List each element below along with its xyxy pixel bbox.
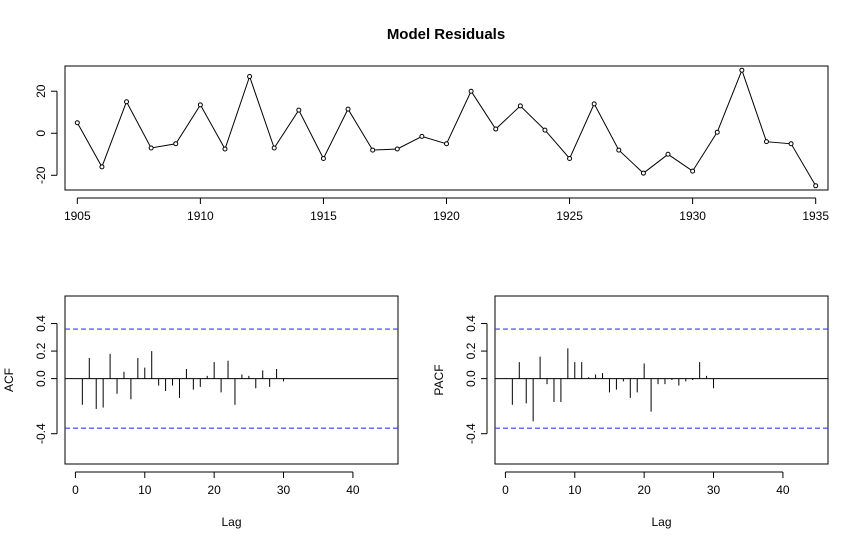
residuals-x-tick-label: 1910 <box>187 209 214 223</box>
pacf-y-axis-title: PACF <box>432 364 446 395</box>
acf-y-tick-label: 0.2 <box>34 342 48 359</box>
residuals-y-tick-label: -20 <box>34 166 48 184</box>
acf-plot: 0 10 20 30 40 -0.4 0.0 0.2 0.4 Lag ACF <box>2 295 399 529</box>
pacf-x-axis-title: Lag <box>651 515 671 529</box>
acf-x-tick-label: 40 <box>346 483 360 497</box>
residuals-y-tick-label: 0 <box>34 130 48 137</box>
residuals-point <box>148 145 154 151</box>
residuals-point <box>763 139 769 145</box>
pacf-y-tick-label: -0.4 <box>464 423 478 444</box>
residuals-frame <box>64 65 829 191</box>
residuals-point <box>665 151 671 157</box>
residuals-point <box>394 146 400 152</box>
acf-y-axis-title: ACF <box>2 368 16 392</box>
residuals-point <box>271 145 277 151</box>
acf-frame <box>64 295 399 465</box>
residuals-point <box>591 101 597 107</box>
residuals-point <box>493 126 499 132</box>
residuals-point <box>247 74 253 80</box>
residuals-point <box>444 141 449 147</box>
residuals-x-tick-label: 1925 <box>556 209 583 223</box>
residuals-x-tick-label: 1930 <box>679 209 706 223</box>
residuals-point <box>616 147 622 153</box>
residuals-point <box>320 155 326 161</box>
residuals-point <box>813 183 819 189</box>
acf-y-tick-label: 0.0 <box>34 370 48 387</box>
residuals-point <box>222 146 228 152</box>
pacf-x-tick-label: 40 <box>776 483 790 497</box>
residuals-point <box>99 164 105 170</box>
acf-x-axis-title: Lag <box>221 515 241 529</box>
residuals-x-tick-label: 1905 <box>64 209 91 223</box>
residuals-point <box>74 120 80 126</box>
acf-y-tick-label: 0.4 <box>34 315 48 332</box>
residuals-x-tick-label: 1915 <box>310 209 337 223</box>
pacf-x-tick-label: 10 <box>568 483 582 497</box>
residuals-point <box>419 133 425 139</box>
pacf-y-tick-label: 0.2 <box>464 342 478 359</box>
residuals-y-tick-label: 20 <box>34 84 48 98</box>
pacf-x-tick-label: 0 <box>502 483 509 497</box>
residuals-point <box>788 141 794 147</box>
residuals-point <box>370 147 376 153</box>
residuals-x-tick-label: 1920 <box>433 209 460 223</box>
residuals-point <box>517 103 523 109</box>
pacf-y-tick-label: 0.0 <box>464 370 478 387</box>
residuals-point <box>714 129 720 135</box>
pacf-x-tick-label: 20 <box>637 483 651 497</box>
pacf-plot: 0 10 20 30 40 -0.4 0.0 0.2 0.4 Lag PACF <box>432 295 829 529</box>
residuals-plot: 1905 1910 1915 1920 1925 1930 1935 -20 0 20 <box>34 65 829 223</box>
acf-x-tick-label: 20 <box>207 483 221 497</box>
residuals-point <box>542 127 548 133</box>
figure-title: Model Residuals <box>387 26 505 43</box>
pacf-y-tick-label: 0.4 <box>464 315 478 332</box>
acf-x-tick-label: 0 <box>72 483 79 497</box>
pacf-frame <box>494 295 829 465</box>
residuals-point <box>567 155 573 161</box>
residuals-point <box>739 67 745 73</box>
pacf-x-tick-label: 30 <box>707 483 721 497</box>
acf-y-tick-label: -0.4 <box>34 423 48 444</box>
acf-x-tick-label: 10 <box>138 483 152 497</box>
residuals-point <box>296 107 302 113</box>
acf-x-tick-label: 30 <box>277 483 291 497</box>
residuals-point <box>345 106 351 112</box>
residuals-point <box>197 102 203 108</box>
residuals-point <box>690 168 696 174</box>
residuals-x-tick-label: 1935 <box>802 209 829 223</box>
residuals-point <box>468 88 474 94</box>
residuals-point <box>124 99 130 105</box>
residuals-point <box>173 141 179 147</box>
residuals-series-line <box>76 68 817 187</box>
residuals-point <box>640 170 646 176</box>
